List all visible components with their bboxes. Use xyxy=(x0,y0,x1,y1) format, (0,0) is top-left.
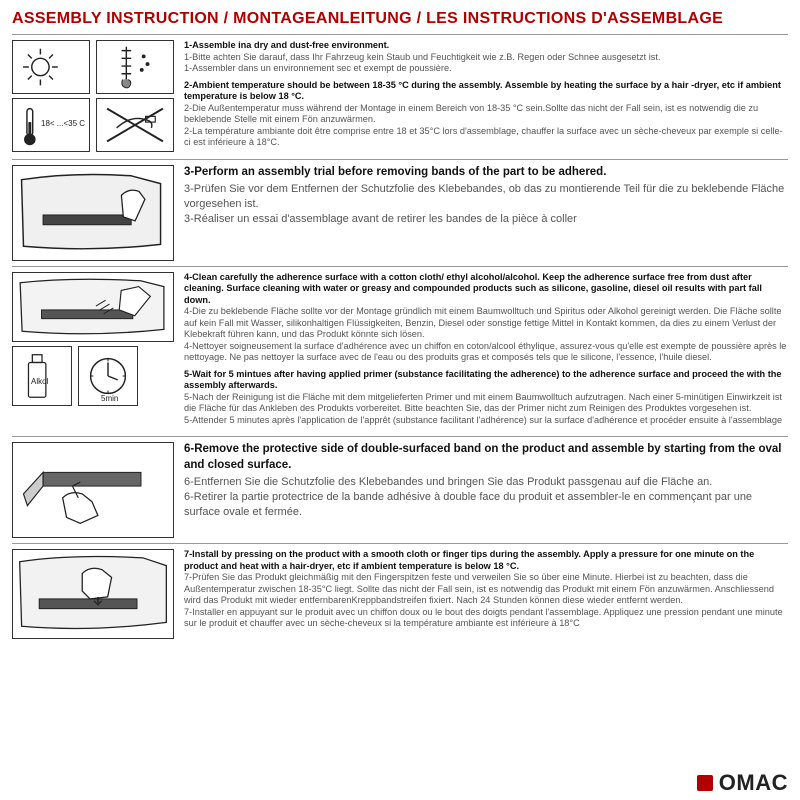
fig-col-1: 18< ...<35 C xyxy=(12,40,180,154)
step6-fr: 6-Retirer la partie protectrice de la ba… xyxy=(184,491,752,518)
logo-mark-icon xyxy=(697,775,713,791)
temp-range-label: 18< ...<35 C xyxy=(41,119,85,128)
step5-fr: 5-Attender 5 minutes après l'application… xyxy=(184,415,782,425)
primer-bottle-icon: Alkol xyxy=(12,346,72,406)
no-spray-icon xyxy=(96,98,174,152)
step1-en: 1-Assemble ina dry and dust-free environ… xyxy=(184,40,389,50)
text-3: 3-Perform an assembly trial before remov… xyxy=(180,165,788,261)
row-4: 6-Remove the protective side of double-s… xyxy=(12,437,788,544)
step3-fr: 3-Réaliser un essai d'assemblage avant d… xyxy=(184,213,577,225)
brand-text: OMAC xyxy=(719,770,788,796)
step1-fr: 1-Assembler dans un environnement sec et… xyxy=(184,63,452,73)
text-1-2: 1-Assemble ina dry and dust-free environ… xyxy=(180,40,788,154)
step6-en: 6-Remove the protective side of double-s… xyxy=(184,442,788,473)
fig-col-3: Alkol 5min xyxy=(12,272,180,432)
press-install-icon xyxy=(12,549,174,639)
row-5: 7-Install by pressing on the product wit… xyxy=(12,544,788,644)
step1-de: 1-Bitte achten Sie darauf, dass Ihr Fahr… xyxy=(184,52,661,62)
step3-en: 3-Perform an assembly trial before remov… xyxy=(184,165,788,181)
text-7: 7-Install by pressing on the product wit… xyxy=(180,549,788,639)
timer-label: 5min xyxy=(101,394,118,403)
page-title: ASSEMBLY INSTRUCTION / MONTAGEANLEITUNG … xyxy=(12,8,788,35)
step7-en: 7-Install by pressing on the product wit… xyxy=(184,549,754,571)
text-6: 6-Remove the protective side of double-s… xyxy=(180,442,788,538)
row-3: Alkol 5min 4-Clean carefully the adheren… xyxy=(12,267,788,438)
steps-container: 18< ...<35 C 1-Assemble ina dry and dust… xyxy=(12,35,788,766)
step7-fr: 7-Installer en appuyant sur le produit a… xyxy=(184,607,783,629)
fig-col-2 xyxy=(12,165,180,261)
step2-fr: 2-La température ambiante doit être comp… xyxy=(184,126,783,148)
timer-icon: 5min xyxy=(78,346,138,406)
sun-icon xyxy=(12,40,90,94)
trial-fit-icon xyxy=(12,165,174,261)
row-1: 18< ...<35 C 1-Assemble ina dry and dust… xyxy=(12,35,788,160)
step6-de: 6-Entfernen Sie die Schutzfolie des Kleb… xyxy=(184,476,712,488)
step4-en: 4-Clean carefully the adherence surface … xyxy=(184,272,762,305)
peel-tape-icon xyxy=(12,442,174,538)
text-4-5: 4-Clean carefully the adherence surface … xyxy=(180,272,788,432)
step4-fr: 4-Nettoyer soigneusement la surface d'ad… xyxy=(184,341,786,363)
brand-logo: OMAC xyxy=(697,770,788,796)
primer-bottle-label: Alkol xyxy=(31,377,48,386)
footer: OMAC xyxy=(12,766,788,796)
clean-icon xyxy=(12,272,174,342)
step3-de: 3-Prüfen Sie vor dem Entfernen der Schut… xyxy=(184,183,784,210)
step5-en: 5-Wait for 5 mintues after having applie… xyxy=(184,369,781,391)
step2-en: 2-Ambient temperature should be between … xyxy=(184,80,781,102)
step2-de: 2-Die Außentemperatur muss während der M… xyxy=(184,103,758,125)
step4-de: 4-Die zu beklebende Fläche sollte vor de… xyxy=(184,306,782,339)
instruction-sheet: ASSEMBLY INSTRUCTION / MONTAGEANLEITUNG … xyxy=(0,0,800,800)
thermometer-icon: 18< ...<35 C xyxy=(12,98,90,152)
row-2: 3-Perform an assembly trial before remov… xyxy=(12,160,788,267)
fig-col-4 xyxy=(12,442,180,538)
step5-de: 5-Nach der Reinigung ist die Fläche mit … xyxy=(184,392,782,414)
melt-icon xyxy=(96,40,174,94)
fig-col-5 xyxy=(12,549,180,639)
step7-de: 7-Prüfen Sie das Produkt gleichmäßig mit… xyxy=(184,572,774,605)
